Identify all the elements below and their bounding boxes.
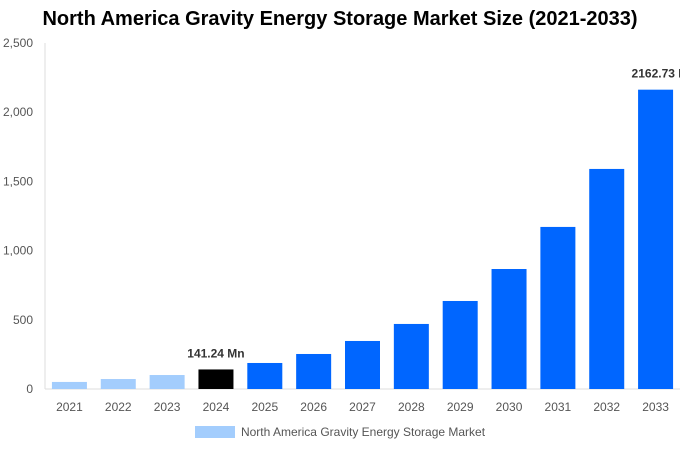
bar-2032: [589, 168, 625, 389]
bar-2022: [100, 379, 136, 389]
x-tick-label: 2024: [203, 400, 230, 414]
bar-2033: [638, 89, 674, 390]
x-tick-label: 2021: [56, 400, 83, 414]
x-tick-label: 2029: [447, 400, 474, 414]
y-tick-label: 0: [26, 382, 33, 396]
x-tick-label: 2022: [105, 400, 132, 414]
data-label: 141.24 Mn: [187, 346, 244, 360]
legend: North America Gravity Energy Storage Mar…: [0, 425, 680, 439]
legend-label: North America Gravity Energy Storage Mar…: [240, 425, 486, 439]
bar-2031: [540, 226, 576, 389]
bar-2028: [393, 323, 429, 389]
bar-2025: [247, 362, 283, 389]
bar-2026: [296, 353, 332, 389]
bar-2027: [345, 340, 380, 389]
bar-2023: [149, 375, 185, 389]
x-tick-label: 2026: [300, 400, 327, 414]
y-tick-label: 500: [13, 313, 33, 327]
x-tick-label: 2028: [398, 400, 425, 414]
x-tick-label: 2027: [349, 400, 376, 414]
y-tick-label: 2,500: [3, 36, 33, 50]
bar-2029: [442, 300, 478, 389]
bar-2030: [491, 269, 527, 389]
legend-swatch: [194, 426, 235, 438]
data-label: 2162.73 Mn: [632, 67, 680, 81]
x-tick-label: 2025: [251, 400, 278, 414]
bar-2021: [51, 381, 87, 389]
x-tick-label: 2032: [593, 400, 620, 414]
bar-2024: [198, 369, 234, 389]
chart-title: North America Gravity Energy Storage Mar…: [42, 8, 638, 30]
x-tick-label: 2031: [545, 400, 572, 414]
y-tick-label: 2,000: [3, 105, 33, 119]
x-tick-label: 2030: [496, 400, 523, 414]
x-tick-label: 2023: [154, 400, 181, 414]
y-tick-label: 1,000: [3, 244, 33, 258]
y-tick-label: 1,500: [3, 174, 33, 188]
x-tick-label: 2033: [642, 400, 669, 414]
